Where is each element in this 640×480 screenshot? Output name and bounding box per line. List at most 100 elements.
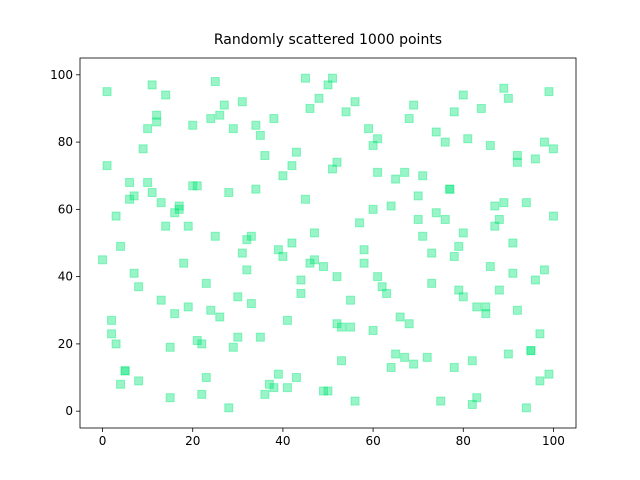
point: [535, 329, 545, 339]
point: [273, 245, 283, 255]
point: [409, 100, 419, 110]
point: [377, 282, 387, 292]
point: [152, 117, 162, 127]
point: [129, 268, 139, 278]
point: [161, 221, 171, 231]
point: [111, 211, 121, 221]
point: [242, 265, 252, 275]
point: [183, 302, 193, 312]
point: [440, 214, 450, 224]
point: [233, 332, 243, 342]
point: [400, 167, 410, 177]
point: [364, 124, 374, 134]
point: [237, 248, 247, 258]
point: [350, 396, 360, 406]
point: [300, 194, 310, 204]
point: [219, 100, 229, 110]
point: [508, 238, 518, 248]
point: [467, 399, 477, 409]
point: [192, 336, 202, 346]
point: [215, 110, 225, 120]
point: [269, 114, 279, 124]
point: [125, 194, 135, 204]
point: [391, 174, 401, 184]
point: [260, 151, 270, 161]
point: [391, 349, 401, 359]
point: [373, 167, 383, 177]
point: [323, 80, 333, 90]
point: [503, 349, 513, 359]
point: [535, 376, 545, 386]
point: [485, 262, 495, 272]
point: [499, 198, 509, 208]
point: [512, 157, 522, 167]
point: [404, 319, 414, 329]
point: [413, 191, 423, 201]
point: [395, 312, 405, 322]
point: [359, 245, 369, 255]
point: [494, 285, 504, 295]
x-tick-label: 20: [185, 434, 200, 448]
point: [431, 127, 441, 137]
point: [481, 302, 491, 312]
point: [192, 181, 202, 191]
point: [161, 90, 171, 100]
point: [111, 339, 121, 349]
point: [332, 157, 342, 167]
point: [201, 278, 211, 288]
point: [382, 288, 392, 298]
point: [152, 110, 162, 120]
plot-frame: [79, 57, 577, 429]
point: [174, 204, 184, 214]
point: [409, 359, 419, 369]
point: [472, 302, 482, 312]
point: [224, 403, 234, 413]
point: [548, 211, 558, 221]
point: [350, 97, 360, 107]
point: [368, 204, 378, 214]
x-tick-label: 40: [275, 434, 290, 448]
point: [201, 373, 211, 383]
point: [296, 288, 306, 298]
point: [269, 383, 279, 393]
point: [278, 171, 288, 181]
point: [305, 258, 315, 268]
point: [170, 309, 180, 319]
point: [296, 275, 306, 285]
point: [386, 362, 396, 372]
point: [255, 130, 265, 140]
point: [98, 255, 108, 265]
point: [521, 198, 531, 208]
point: [539, 265, 549, 275]
point: [165, 393, 175, 403]
point: [318, 262, 328, 272]
point: [291, 373, 301, 383]
point: [422, 352, 432, 362]
point: [242, 235, 252, 245]
point: [102, 87, 112, 97]
point: [188, 120, 198, 130]
point: [251, 120, 261, 130]
point: [436, 396, 446, 406]
point: [102, 161, 112, 171]
point: [300, 73, 310, 83]
point: [368, 325, 378, 335]
point: [418, 231, 428, 241]
point: [472, 393, 482, 403]
point: [138, 144, 148, 154]
point: [440, 137, 450, 147]
point: [458, 292, 468, 302]
point: [431, 208, 441, 218]
point: [521, 403, 531, 413]
point: [337, 322, 347, 332]
point: [503, 93, 513, 103]
point: [125, 177, 135, 187]
y-tick-label: 20: [58, 337, 73, 351]
point: [476, 103, 486, 113]
point: [544, 87, 554, 97]
point: [291, 147, 301, 157]
point: [449, 107, 459, 117]
point: [107, 315, 117, 325]
x-tick-label: 100: [542, 434, 565, 448]
point: [156, 198, 166, 208]
